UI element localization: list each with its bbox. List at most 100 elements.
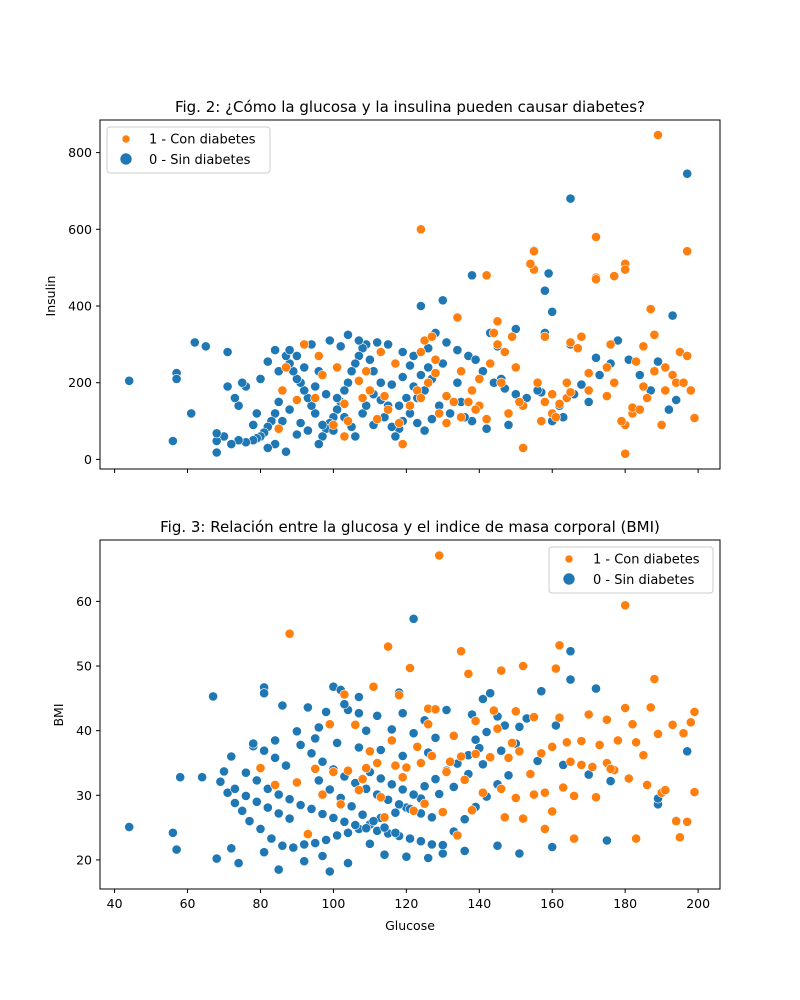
data-point	[364, 385, 375, 396]
y-tick-label: 800	[68, 145, 92, 160]
data-point	[554, 712, 565, 723]
plot-frame	[99, 119, 721, 470]
data-point	[634, 370, 645, 380]
data-point	[587, 762, 598, 772]
data-point	[492, 339, 503, 350]
data-point	[594, 740, 605, 750]
points-layer	[124, 130, 700, 459]
data-point	[470, 404, 481, 415]
data-point	[288, 842, 299, 853]
data-point	[525, 769, 536, 779]
data-point	[259, 745, 269, 756]
data-point	[324, 719, 335, 730]
x-tick-label: 80	[253, 896, 269, 911]
data-point	[558, 782, 569, 793]
data-point	[499, 347, 510, 357]
data-point	[390, 431, 401, 442]
data-point	[211, 428, 222, 439]
data-point	[510, 706, 521, 717]
data-point	[357, 393, 368, 403]
data-point	[339, 816, 350, 827]
data-point	[423, 719, 434, 730]
data-point	[302, 829, 313, 839]
data-point	[569, 833, 579, 844]
data-point	[675, 832, 685, 843]
data-point	[456, 751, 466, 762]
data-point	[565, 674, 576, 685]
data-point	[441, 418, 452, 428]
data-point	[667, 310, 678, 321]
data-point	[569, 791, 579, 801]
legend-label-diabetes: 1 - Con diabetes	[593, 553, 700, 568]
data-point	[477, 759, 488, 770]
data-point	[540, 787, 550, 798]
data-point	[211, 853, 222, 864]
data-point	[343, 765, 353, 776]
data-point	[649, 366, 660, 377]
data-point	[222, 347, 233, 357]
data-point	[565, 387, 576, 398]
data-point	[405, 360, 415, 371]
data-point	[339, 689, 350, 700]
data-point	[240, 767, 251, 778]
data-point	[375, 377, 386, 388]
data-point	[310, 381, 321, 392]
data-point	[488, 327, 499, 338]
data-point	[678, 728, 689, 739]
data-point	[561, 737, 572, 748]
y-tick-label: 0	[84, 452, 92, 467]
data-point	[437, 848, 448, 859]
data-point	[448, 782, 459, 792]
data-point	[397, 784, 408, 795]
data-point	[353, 335, 364, 346]
data-point	[467, 805, 477, 816]
data-point	[631, 737, 641, 748]
data-point	[426, 414, 437, 424]
data-point	[390, 760, 401, 771]
data-point	[237, 377, 248, 388]
data-point	[423, 853, 434, 863]
data-point	[335, 341, 346, 352]
data-point	[591, 792, 601, 803]
data-point	[459, 774, 470, 785]
data-point	[452, 345, 463, 355]
data-point	[357, 809, 368, 820]
data-point	[237, 805, 248, 816]
data-point	[474, 373, 485, 384]
y-tick-label: 200	[68, 375, 92, 390]
data-point	[364, 838, 375, 849]
data-point	[583, 396, 594, 407]
data-point	[623, 773, 634, 784]
data-point	[284, 345, 295, 355]
data-point	[470, 716, 481, 726]
data-point	[415, 301, 426, 311]
data-point	[682, 746, 693, 757]
data-point	[415, 224, 426, 235]
data-point	[682, 168, 693, 179]
data-point	[682, 816, 693, 827]
data-point	[390, 358, 401, 369]
data-point	[437, 840, 448, 850]
data-point	[277, 700, 288, 711]
data-point	[350, 820, 361, 830]
data-point	[394, 400, 404, 411]
data-point	[529, 712, 539, 722]
data-point	[514, 721, 525, 732]
data-point	[310, 763, 321, 774]
data-point	[408, 789, 419, 800]
data-point	[383, 339, 393, 350]
data-point	[642, 780, 652, 790]
data-point	[620, 264, 631, 275]
data-point	[335, 799, 346, 810]
data-point	[390, 807, 401, 818]
data-point	[540, 824, 550, 834]
data-point	[397, 772, 408, 783]
data-point	[244, 816, 255, 826]
data-point	[481, 727, 492, 737]
data-point	[605, 763, 616, 774]
data-point	[496, 377, 507, 388]
data-point	[353, 692, 364, 702]
data-point	[368, 816, 379, 826]
data-point	[419, 781, 430, 792]
